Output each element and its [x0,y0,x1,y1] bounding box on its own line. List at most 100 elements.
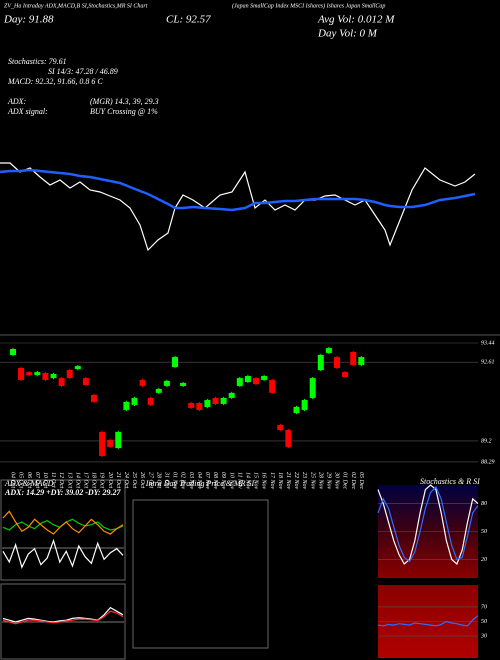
candle-body [236,378,243,386]
series-line [377,484,479,566]
x-tick-label: 02 Dec [350,472,356,489]
x-tick-label: 25 Oct [131,472,137,488]
candle-body [342,372,349,377]
x-tick-label: 11 Nov [236,472,242,489]
y-tick-label: 93.44 [481,339,495,346]
panel-title: Intra Day Trading Price & MR SI [145,479,255,488]
x-tick-label: 30 Nov [334,471,340,490]
header-mgr: (MGR) 14.3, 39, 29.3 [90,97,159,106]
candle-body [301,400,308,410]
candle-body [26,372,33,376]
intraday-panel [132,499,269,649]
x-tick-label: 08 Nov [212,472,218,490]
x-tick-label: 24 Oct [123,472,130,488]
candle-body [155,388,162,393]
candle-body [334,357,340,368]
candle-body [253,378,259,385]
candle-body [358,357,365,365]
candle-body [34,372,41,376]
x-tick-label: 28 Oct [155,472,161,488]
candle-body [293,406,300,413]
x-tick-label: 10 Nov [228,472,234,490]
x-tick-label: 22 Nov [293,472,299,490]
candle-body [244,376,251,383]
series-line [2,538,124,569]
series-line [2,610,124,625]
candle-body [277,424,284,431]
x-tick-label: 07 Oct [34,472,40,488]
candle-body [58,378,65,386]
adx-panel [0,479,126,581]
x-tick-label: 18 Nov [277,472,283,490]
header-adx: ADX: [7,97,27,106]
candle-body [180,382,187,386]
candle-body [50,373,57,379]
candle-body [285,430,292,447]
candle-body [66,370,73,379]
x-tick-label: 26 Oct [139,472,145,488]
candle-body [196,403,203,410]
candle-body [188,403,195,408]
y-tick-label: 30 [480,633,487,639]
y-tick-label: 70 [481,604,487,610]
candle-body [269,379,276,393]
x-tick-label: 31 Oct [164,471,170,488]
y-tick-label: 89.2 [481,438,492,444]
panel-title: Stochastics & R SI [420,477,480,486]
y-tick-label: 92.61 [481,360,495,366]
series-line [2,510,124,535]
header-avg-vol: Avg Vol: 0.012 M [317,14,395,26]
candle-body [228,392,235,398]
header-day-vol: Day Vol: 0 M [317,28,378,40]
series-line [377,615,479,627]
x-tick-label: 09 Nov [220,472,226,490]
x-tick-label: 05 Dec [358,472,364,489]
x-tick-label: 04 Oct [10,472,17,488]
candle-body [172,357,178,368]
x-tick-label: 23 Nov [301,472,307,490]
x-tick-label: 07 Nov [204,472,210,490]
x-tick-label: 01 Dec [342,472,348,489]
x-tick-label: 25 Nov [309,472,315,490]
header-signal: BUY Crossing @ 1% [90,107,158,116]
candle-body [350,352,357,365]
candle-body [147,397,154,405]
series-line [0,162,476,252]
panel-title: ADX & MACD [4,479,54,488]
header-title: (Japan SmallCap Index MSCI Ishares) Isha… [232,2,385,9]
header-macd: MACD: 92.32, 91.66, 0.8 6 C [7,77,103,86]
candle-body [261,376,268,380]
candle-body [204,400,211,407]
x-tick-label: 19 Oct [99,472,105,488]
y-tick-label: 50 [481,619,487,625]
header-adx-signal: ADX signal: [7,107,48,116]
header-stochastics: Stochastics: 79.61 [8,57,67,66]
y-tick-label: 50 [481,529,487,535]
candle-body [99,431,106,456]
x-tick-label: 21 Nov [285,472,291,490]
x-tick-label: 02 Nov [180,472,186,490]
header-day: Day: 91.88 [3,14,54,26]
x-tick-label: 14 Oct [74,472,81,488]
candle-body [131,397,138,405]
candle-body [317,355,324,371]
x-tick-label: 17 Nov [269,472,275,490]
candle-body [107,439,114,447]
candle-body [220,397,227,404]
header-si: SI 14/3: 47.28 / 46.89 [48,67,118,76]
x-tick-label: 12 Oct [58,472,64,488]
candle-body [82,378,89,386]
candle-body [163,380,170,386]
candle-body [115,431,122,449]
header-left-title: ZV_Ha Intraday ADX,MACD,B SI,Stochastics… [4,3,148,9]
candle-body [91,394,97,402]
x-tick-label: 16 Nov [261,472,267,490]
candle-body [18,367,25,380]
candle-body [123,401,130,410]
candle-body [74,366,81,370]
panel-subtitle: ADX: 14.29 +DY: 39.02 -DY: 29.27 [4,488,122,497]
y-tick-label: 80 [481,501,487,507]
x-tick-label: 05 Oct [18,472,24,488]
x-tick-label: 11 Oct [50,472,56,488]
